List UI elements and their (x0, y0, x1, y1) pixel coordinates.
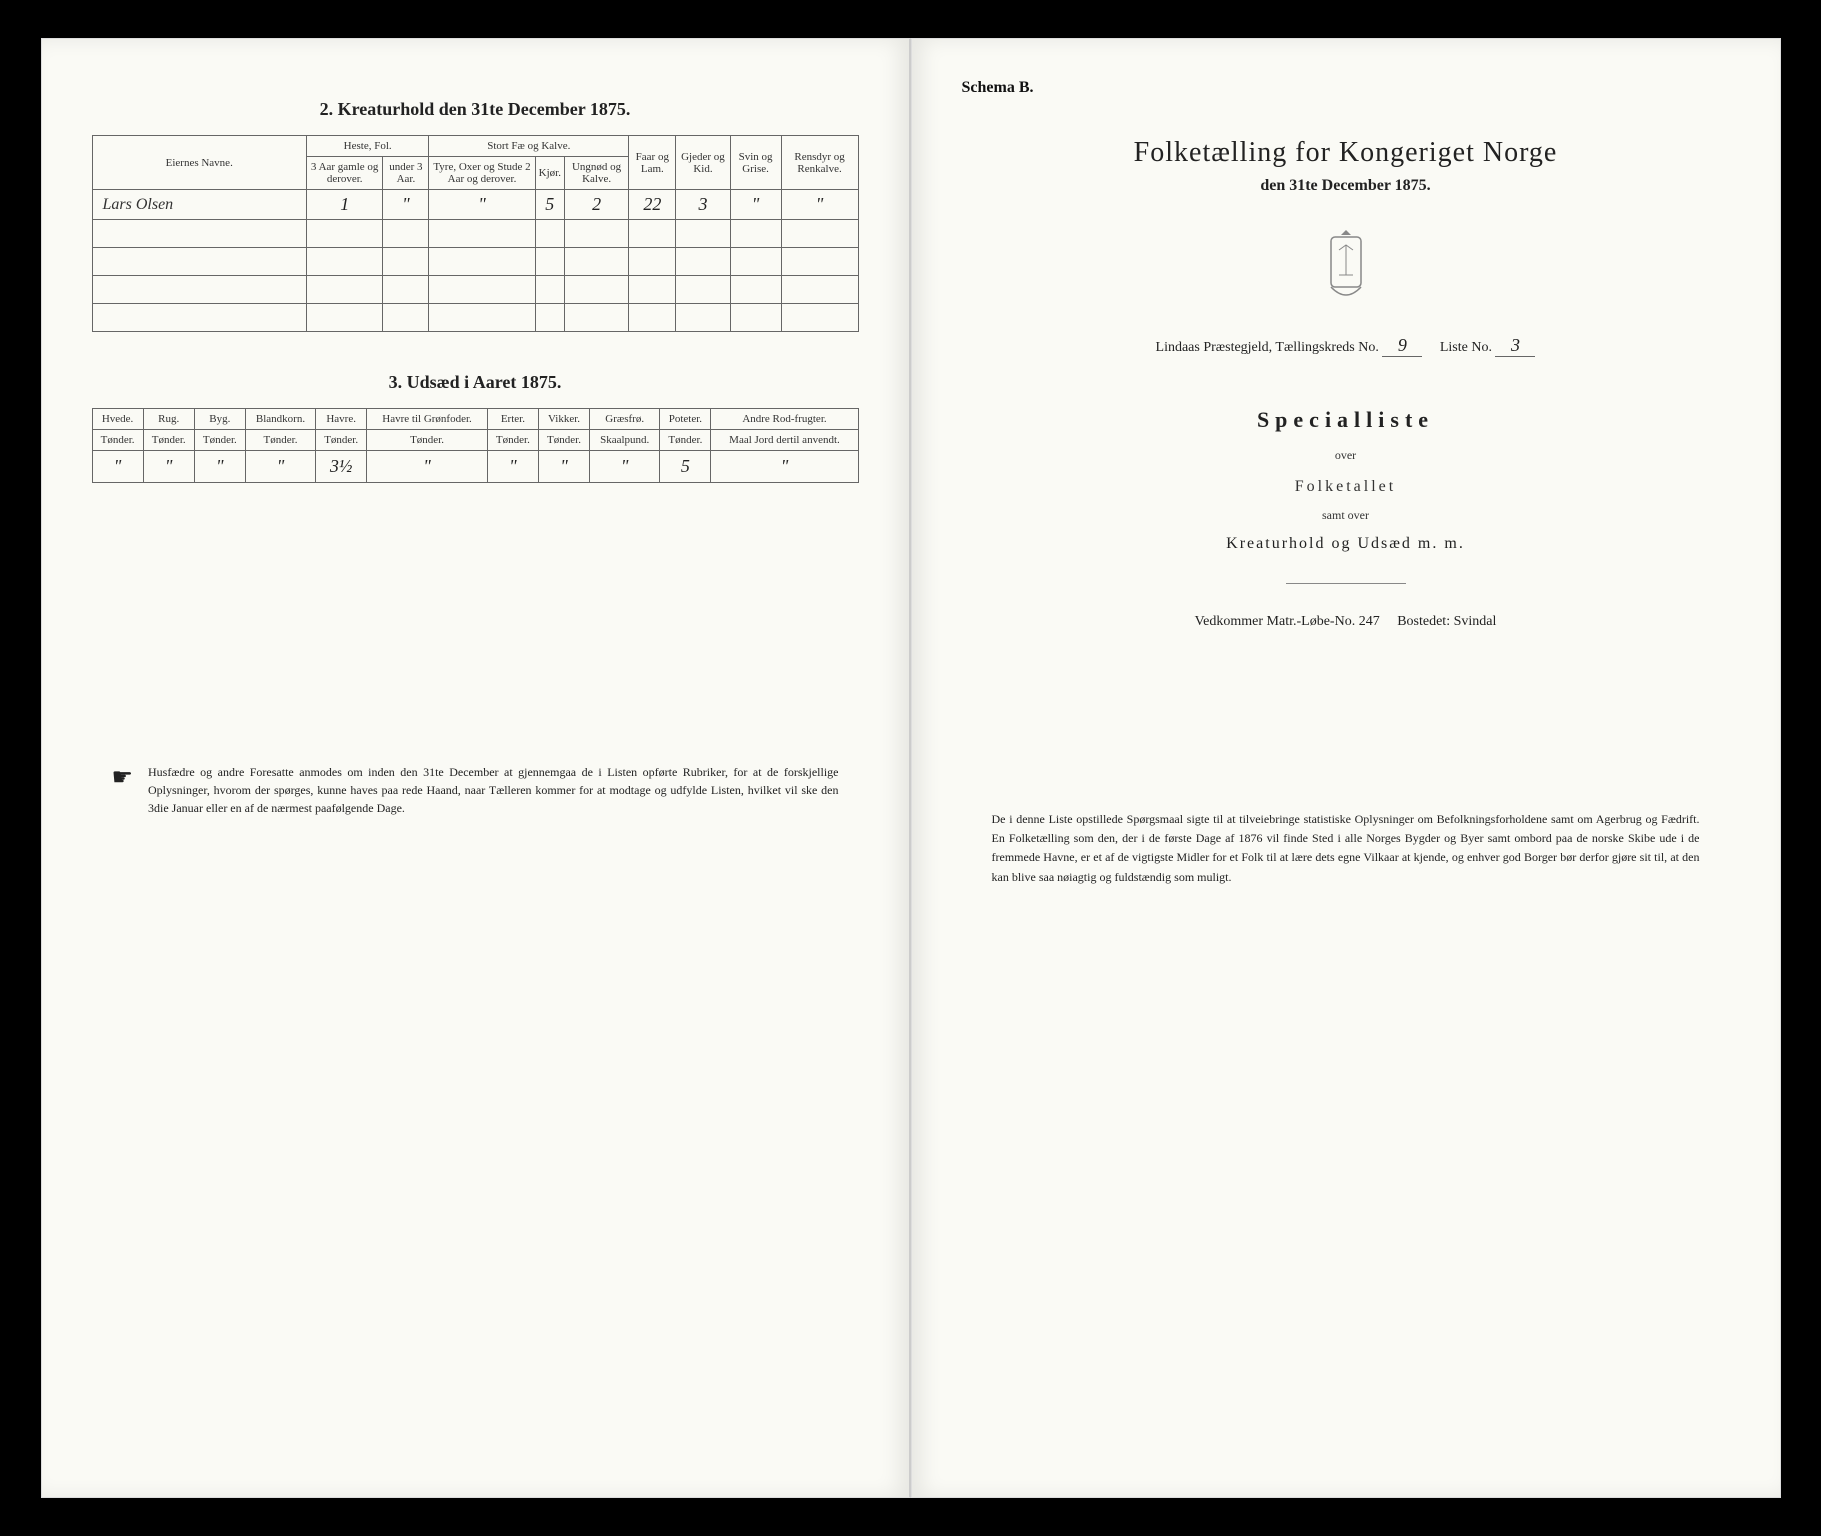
col-poteter: Poteter. (660, 409, 711, 430)
lindaas-line: Lindaas Præstegjeld, Tællingskreds No. 9… (962, 335, 1730, 357)
liste-no: 3 (1495, 335, 1535, 357)
unit: Tønder. (194, 430, 245, 451)
unit: Maal Jord dertil anvendt. (711, 430, 858, 451)
cell-v6: " (367, 451, 488, 483)
col-rensdyr: Rensdyr og Renkalve. (781, 136, 858, 190)
col-heste2: under 3 Aar. (383, 157, 429, 190)
col-hvede: Hvede. (92, 409, 143, 430)
main-title: Folketælling for Kongeriget Norge (962, 137, 1730, 169)
cell-name: Lars Olsen (92, 190, 306, 220)
bostedet-label: Bostedet: (1397, 614, 1450, 629)
col-heste1: 3 Aar gamle og derover. (306, 157, 382, 190)
cell-v1: " (92, 451, 143, 483)
subtitle: den 31te December 1875. (962, 177, 1730, 195)
col-andre: Andre Rod-frugter. (711, 409, 858, 430)
col-heste: Heste, Fol. (306, 136, 428, 157)
cell-v8: " (730, 190, 781, 220)
bottom-paragraph: De i denne Liste opstillede Spørgsmaal s… (962, 810, 1730, 887)
unit: Tønder. (538, 430, 589, 451)
crest-icon (1311, 225, 1381, 305)
special-title: Specialliste (962, 407, 1730, 433)
unit: Tønder. (367, 430, 488, 451)
col-faar: Faar og Lam. (629, 136, 676, 190)
samt-over: samt over (962, 508, 1730, 523)
col-gjeder: Gjeder og Kid. (676, 136, 730, 190)
cell-v11: " (711, 451, 858, 483)
over-text: over (962, 448, 1730, 463)
folketallet: Folketallet (962, 478, 1730, 496)
cell-v8: " (538, 451, 589, 483)
cell-v4: " (245, 451, 315, 483)
cell-v1: 1 (306, 190, 382, 220)
unit: Tønder. (245, 430, 315, 451)
cell-v6: 22 (629, 190, 676, 220)
col-havre-gron: Havre til Grønfoder. (367, 409, 488, 430)
table-row: Lars Olsen 1 " " 5 2 22 3 " " (92, 190, 858, 220)
cell-v5: 2 (564, 190, 628, 220)
table-row (92, 304, 858, 332)
unit: Tønder. (316, 430, 367, 451)
unit: Tønder. (660, 430, 711, 451)
liste-label: Liste No. (1440, 340, 1492, 355)
cell-v9: " (781, 190, 858, 220)
kreaturhold-table: Eiernes Navne. Heste, Fol. Stort Fæ og K… (92, 135, 859, 332)
cell-v10: 5 (660, 451, 711, 483)
col-stort1: Tyre, Oxer og Stude 2 Aar og derover. (429, 157, 535, 190)
col-erter: Erter. (487, 409, 538, 430)
col-havre: Havre. (316, 409, 367, 430)
col-stort3: Ungnød og Kalve. (564, 157, 628, 190)
vedkommer-label: Vedkommer Matr.-Løbe-No. (1195, 614, 1356, 629)
col-stort2: Kjør. (535, 157, 564, 190)
col-blandkorn: Blandkorn. (245, 409, 315, 430)
cell-v7: " (487, 451, 538, 483)
bostedet: Svindal (1454, 614, 1497, 629)
right-page: Schema B. Folketælling for Kongeriget No… (911, 38, 1781, 1498)
col-byg: Byg. (194, 409, 245, 430)
udsaed-table: Hvede. Rug. Byg. Blandkorn. Havre. Havre… (92, 408, 859, 483)
col-svin: Svin og Grise. (730, 136, 781, 190)
matr-no: 247 (1359, 614, 1380, 629)
col-rug: Rug. (143, 409, 194, 430)
section2-title: 2. Kreaturhold den 31te December 1875. (92, 99, 859, 120)
divider (1286, 583, 1406, 584)
table-row (92, 248, 858, 276)
cell-v2: " (383, 190, 429, 220)
book-spread: 2. Kreaturhold den 31te December 1875. E… (41, 38, 1781, 1498)
unit: Skaalpund. (590, 430, 660, 451)
unit: Tønder. (92, 430, 143, 451)
col-name: Eiernes Navne. (92, 136, 306, 190)
cell-v3: " (429, 190, 535, 220)
cell-v5: 3½ (316, 451, 367, 483)
kreds-no: 9 (1382, 335, 1422, 357)
table-row: " " " " 3½ " " " " 5 " (92, 451, 858, 483)
table-row (92, 220, 858, 248)
table-row (92, 276, 858, 304)
cell-v3: " (194, 451, 245, 483)
col-grasfro: Græsfrø. (590, 409, 660, 430)
left-page: 2. Kreaturhold den 31te December 1875. E… (41, 38, 911, 1498)
col-vikker: Vikker. (538, 409, 589, 430)
lindaas-text: Lindaas Præstegjeld, Tællingskreds No. (1156, 340, 1379, 355)
notice-block: ☛ Husfædre og andre Foresatte anmodes om… (92, 763, 859, 817)
vedkommer-row: Vedkommer Matr.-Løbe-No. 247 Bostedet: S… (962, 614, 1730, 630)
pointer-icon: ☛ (112, 763, 134, 817)
cell-v7: 3 (676, 190, 730, 220)
section3-title: 3. Udsæd i Aaret 1875. (92, 372, 859, 393)
schema-label: Schema B. (962, 79, 1730, 97)
kreatur-line: Kreaturhold og Udsæd m. m. (962, 535, 1730, 553)
cell-v9: " (590, 451, 660, 483)
notice-text: Husfædre og andre Foresatte anmodes om i… (148, 763, 838, 817)
cell-v2: " (143, 451, 194, 483)
unit: Tønder. (143, 430, 194, 451)
unit: Tønder. (487, 430, 538, 451)
col-stort: Stort Fæ og Kalve. (429, 136, 629, 157)
cell-v4: 5 (535, 190, 564, 220)
